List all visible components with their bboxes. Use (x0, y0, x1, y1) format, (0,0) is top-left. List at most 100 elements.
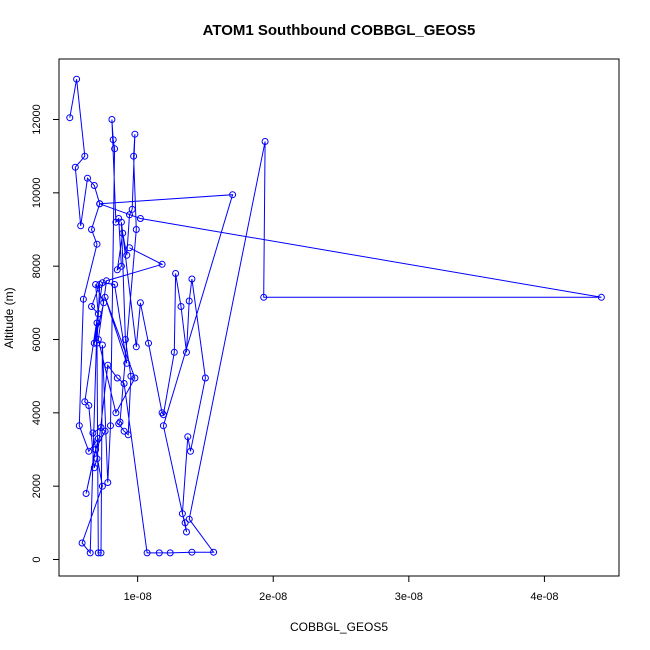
data-point (103, 277, 110, 285)
data-point (84, 174, 91, 182)
data-point (94, 336, 102, 343)
data-point (166, 549, 174, 557)
x-axis-label: COBBGL_GEOS5 (290, 620, 388, 634)
data-point (136, 299, 144, 307)
data-point (97, 424, 105, 431)
data-point (170, 348, 178, 356)
data-point (158, 409, 166, 417)
data-point (101, 293, 109, 301)
data-point (183, 528, 190, 536)
data-point (81, 152, 89, 160)
data-point (229, 191, 237, 199)
data-point (90, 464, 98, 472)
y-tick-label: 10000 (31, 178, 43, 209)
data-point (75, 422, 83, 430)
data-point (188, 275, 196, 283)
data-point (93, 455, 101, 463)
data-point (143, 549, 151, 557)
data-point (158, 260, 166, 268)
data-series (66, 75, 605, 557)
data-point (89, 429, 97, 437)
data-point (126, 244, 133, 252)
data-point (107, 422, 114, 430)
data-point (120, 380, 128, 387)
data-point (93, 240, 101, 248)
data-point (136, 215, 144, 222)
data-point (88, 226, 95, 233)
data-point (90, 339, 98, 347)
data-point (123, 359, 131, 367)
data-point (109, 136, 117, 144)
data-point (94, 435, 102, 442)
data-point (187, 447, 194, 455)
data-point (104, 479, 112, 486)
x-tick-label: 3e-08 (395, 591, 423, 603)
data-point (96, 200, 104, 208)
data-point (90, 182, 98, 189)
data-point (81, 398, 89, 406)
data-point (71, 163, 79, 171)
data-point (185, 297, 193, 305)
data-point (86, 549, 94, 557)
data-point (188, 548, 196, 556)
data-point (155, 549, 163, 557)
data-point (77, 222, 85, 230)
y-tick-label: 8000 (31, 254, 43, 278)
data-point (130, 152, 138, 160)
data-point (132, 343, 140, 351)
data-point (104, 361, 112, 369)
y-tick-label: 6000 (31, 327, 43, 351)
x-tick-label: 4e-08 (530, 591, 558, 603)
y-tick-label: 4000 (31, 401, 43, 425)
data-point (117, 262, 125, 270)
data-point (85, 402, 93, 409)
data-point (92, 281, 100, 288)
y-axis: 0 2000 4000 6000 8000 10000 12000 (31, 104, 60, 563)
data-point (123, 251, 131, 259)
y-tick-label: 0 (31, 556, 43, 562)
x-tick-label: 2e-08 (259, 591, 287, 603)
data-point (145, 339, 152, 347)
data-point (92, 446, 100, 453)
data-point (115, 420, 123, 428)
data-point (172, 270, 180, 277)
x-axis: 1e-08 2e-08 3e-08 4e-08 (124, 575, 558, 603)
data-point (131, 374, 139, 382)
data-point (128, 205, 136, 213)
data-point (261, 138, 269, 145)
y-tick-label: 12000 (31, 104, 43, 135)
data-point (116, 418, 124, 426)
data-point (98, 341, 106, 349)
data-point (101, 427, 109, 435)
data-point (97, 549, 105, 557)
data-point (108, 116, 116, 123)
data-point (185, 515, 193, 523)
data-point (210, 548, 218, 556)
data-point (126, 211, 133, 219)
data-point (177, 303, 185, 310)
data-point (597, 293, 605, 301)
data-point (121, 336, 129, 343)
data-point (66, 114, 74, 122)
data-point (127, 372, 135, 380)
data-point (113, 374, 121, 382)
data-point (183, 348, 190, 356)
data-point (94, 549, 102, 557)
y-tick-label: 2000 (31, 474, 43, 498)
data-point (78, 539, 86, 547)
data-point (94, 310, 102, 318)
series-line (69, 79, 602, 555)
data-point (120, 427, 128, 435)
data-point (112, 409, 120, 417)
x-tick-label: 1e-08 (124, 591, 152, 603)
data-point (159, 422, 167, 430)
data-point (98, 279, 106, 287)
data-point (132, 226, 140, 233)
data-point (181, 519, 189, 527)
data-point (88, 303, 95, 310)
data-point (117, 218, 125, 226)
data-point (131, 130, 139, 138)
y-axis-label: Altitude (m) (2, 287, 16, 348)
data-point (98, 482, 106, 490)
